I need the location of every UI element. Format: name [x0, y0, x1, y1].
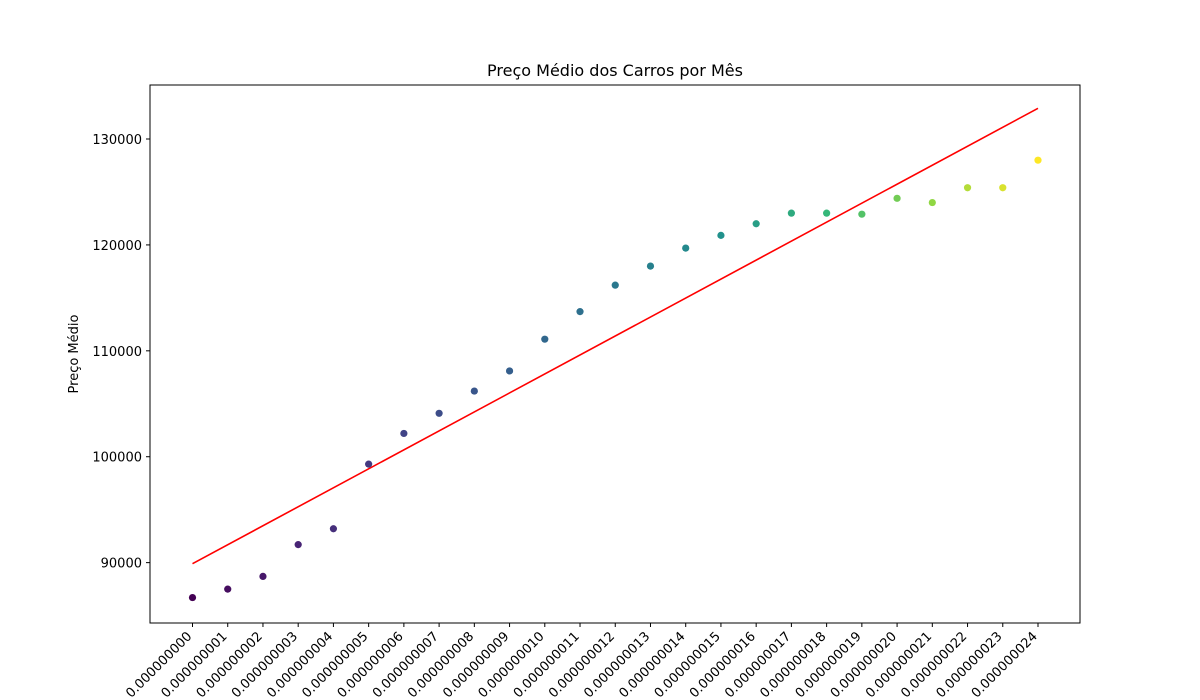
data-point: [470, 387, 478, 395]
data-point: [329, 525, 338, 533]
data-point: [893, 194, 901, 202]
data-point: [646, 262, 655, 270]
y-axis-label: Preço Médio: [67, 314, 82, 393]
y-tick-label: 90000: [101, 557, 142, 572]
data-point: [928, 198, 936, 207]
data-point: [505, 367, 514, 375]
data-point: [294, 541, 302, 549]
y-tick-label: 100000: [92, 451, 142, 466]
data-point: [717, 231, 725, 239]
data-point: [1034, 156, 1042, 164]
y-tick-label: 130000: [92, 133, 142, 148]
data-point: [682, 244, 690, 252]
y-tick-label: 110000: [92, 345, 142, 360]
trend-line: [192, 107, 1039, 565]
chart-title: Preço Médio dos Carros por Mês: [487, 61, 743, 80]
data-point: [400, 429, 408, 438]
data-point: [188, 593, 197, 602]
data-point: [823, 209, 831, 217]
data-point: [365, 460, 373, 468]
plot-area: 900001000001100001200001300000.000000000…: [92, 84, 1081, 700]
data-point: [858, 210, 866, 218]
data-point: [611, 281, 619, 289]
data-point: [259, 572, 267, 581]
plot-frame: [149, 84, 1081, 624]
data-point: [435, 409, 443, 417]
data-point: [963, 184, 972, 192]
y-tick-label: 120000: [92, 239, 142, 254]
data-point: [541, 335, 549, 343]
data-point: [787, 209, 795, 217]
data-point: [224, 585, 232, 593]
data-point: [752, 220, 760, 228]
data-point: [999, 184, 1007, 192]
data-point: [576, 308, 584, 316]
